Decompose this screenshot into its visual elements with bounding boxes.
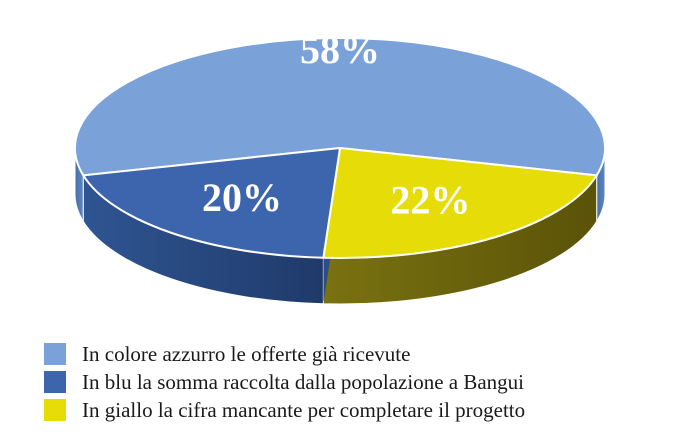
legend-swatch <box>44 371 66 393</box>
legend: In colore azzurro le offerte già ricevut… <box>44 340 684 424</box>
legend-label: In blu la somma raccolta dalla popolazio… <box>82 369 525 394</box>
slice-blu-label: 20% <box>202 175 282 220</box>
pie-labels: 58% 22% 20% <box>202 27 470 223</box>
legend-item: In blu la somma raccolta dalla popolazio… <box>44 368 684 396</box>
slice-azzurro <box>74 37 606 177</box>
legend-item: In giallo la cifra mancante per completa… <box>44 396 684 424</box>
slice-giallo <box>322 147 598 259</box>
pie-tops <box>74 37 606 259</box>
slice-azzurro-label: 58% <box>300 27 380 72</box>
legend-swatch <box>44 399 66 421</box>
legend-swatch <box>44 343 66 365</box>
legend-label: In colore azzurro le offerte già ricevut… <box>82 341 411 366</box>
legend-label: In giallo la cifra mancante per completa… <box>82 397 526 422</box>
legend-item: In colore azzurro le offerte già ricevut… <box>44 340 684 368</box>
pie-chart: 58% 22% 20% <box>74 27 606 304</box>
slice-blu <box>82 147 341 259</box>
slice-giallo-label: 22% <box>390 178 470 223</box>
